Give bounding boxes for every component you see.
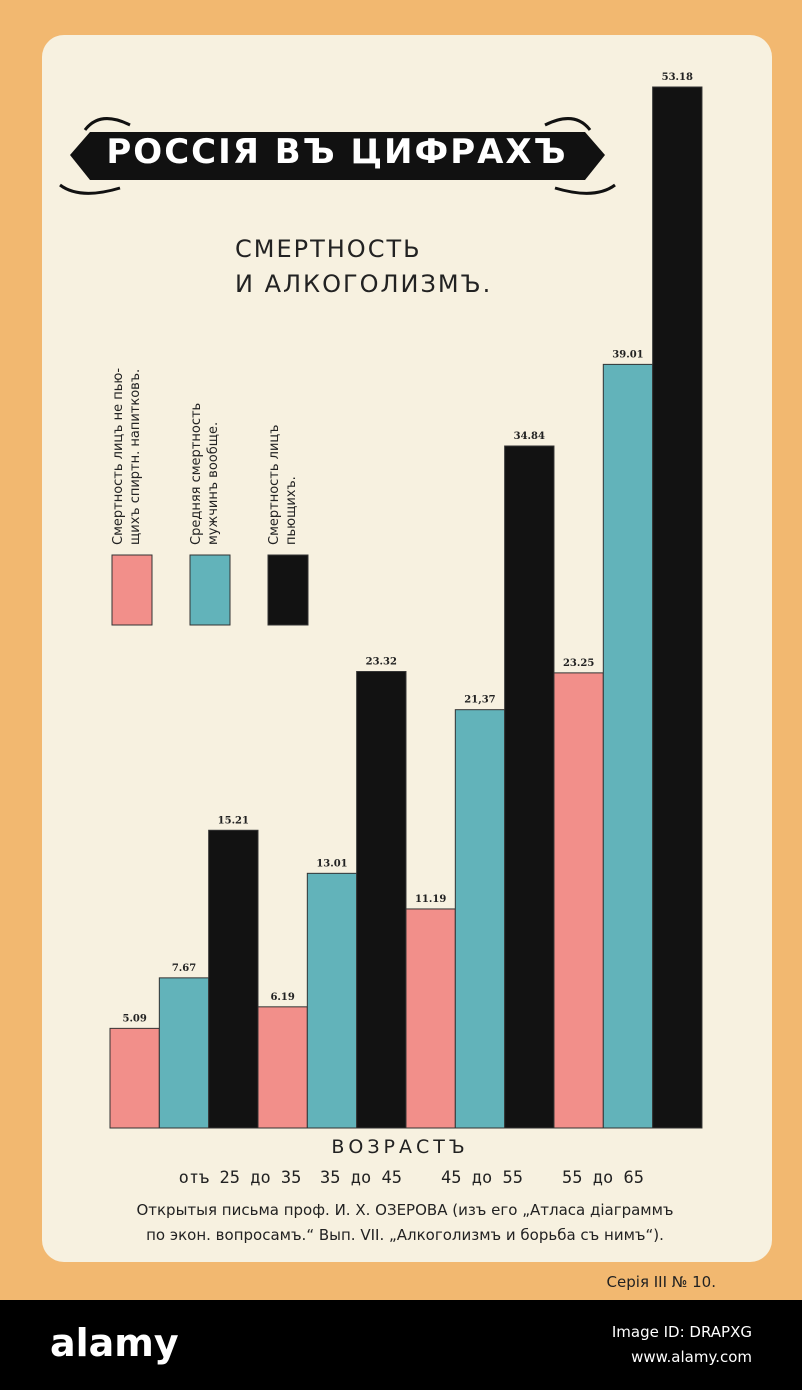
- bar: [652, 86, 703, 1129]
- legend-label: Смертность лицъ не пью- щихъ спиртн. нап…: [111, 367, 143, 545]
- legend-label: Средняя смертность мужчинъ вообще.: [189, 402, 221, 545]
- watermark-id: Image ID: DRAPXG: [612, 1323, 752, 1341]
- bar: [553, 672, 604, 1129]
- value-label: 53.18: [662, 72, 693, 83]
- value-label: 34.84: [514, 431, 545, 442]
- legend-swatch: [189, 554, 231, 626]
- bar: [454, 709, 506, 1129]
- chart-title: СМЕРТНОСТЬ И АЛКОГОЛИЗМЪ.: [235, 235, 493, 298]
- source-note: Открытыя письма проф. И. Х. ОЗЕРОВА (изъ…: [136, 1201, 674, 1244]
- x-axis-label: ВОЗРАСТЪ: [331, 1136, 468, 1158]
- value-label: 15.21: [218, 815, 249, 826]
- value-label: 11.19: [415, 894, 446, 905]
- series-label: Серія III № 10.: [607, 1273, 716, 1291]
- value-label: 23.32: [366, 657, 397, 668]
- bar: [602, 363, 654, 1129]
- value-label: 7.67: [172, 963, 196, 974]
- legend-swatch: [111, 554, 153, 626]
- x-tick-label: 55 до 65: [562, 1168, 644, 1188]
- bar: [356, 671, 407, 1129]
- banner-ornament: [59, 117, 616, 195]
- bar: [208, 829, 259, 1129]
- banner-text: РОССІЯ ВЪ ЦИФРАХЪ: [106, 132, 567, 172]
- x-tick-label: отъ 25 до 35: [179, 1168, 302, 1188]
- bar: [257, 1006, 308, 1129]
- x-tick-label: 35 до 45: [320, 1168, 402, 1188]
- banner-shape: [70, 132, 605, 180]
- bar: [405, 908, 456, 1129]
- bar: [306, 872, 358, 1129]
- bar: [504, 445, 555, 1129]
- watermark-brand: alamy: [50, 1321, 179, 1365]
- value-label: 5.09: [122, 1013, 146, 1024]
- bar: [158, 977, 210, 1129]
- value-label: 39.01: [612, 349, 643, 360]
- watermark-bar: [0, 1300, 802, 1390]
- x-tick-label: 45 до 55: [441, 1168, 523, 1188]
- bar: [109, 1027, 160, 1129]
- legend-label: Смертность лицъ пьющихъ.: [267, 424, 299, 545]
- legend-swatch: [267, 554, 309, 626]
- watermark-url: www.alamy.com: [631, 1348, 752, 1366]
- value-label: 13.01: [316, 858, 347, 869]
- value-label: 6.19: [270, 992, 294, 1003]
- value-label: 23.25: [563, 658, 594, 669]
- value-label: 21,37: [464, 695, 495, 706]
